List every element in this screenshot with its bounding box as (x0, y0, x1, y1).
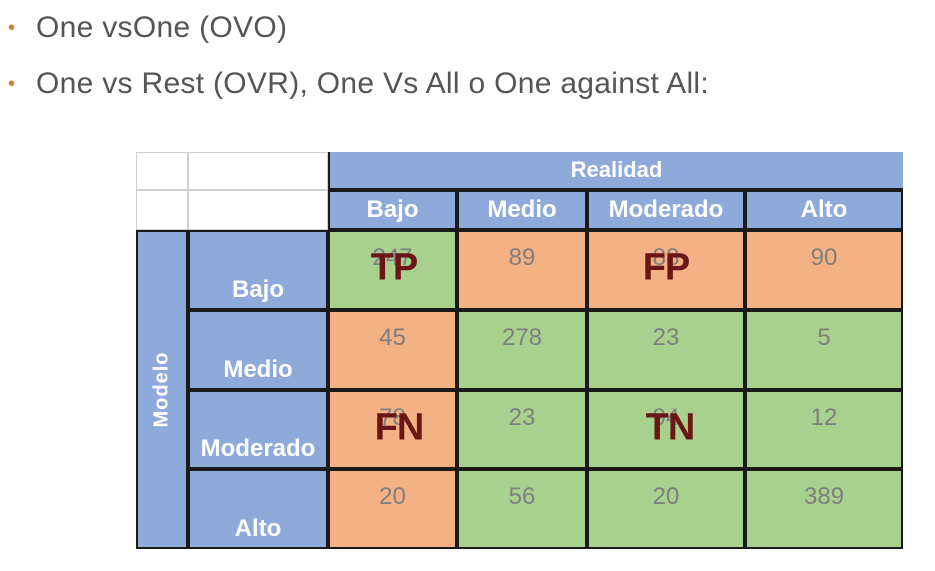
blank-cell (136, 190, 188, 230)
tp-overlay-label: TP (370, 246, 419, 289)
matrix-cell: 23 (457, 390, 587, 469)
blank-cell (188, 152, 328, 190)
matrix-cell: 20 (587, 469, 745, 549)
matrix-cell: 78 (328, 390, 457, 469)
row-header-alto: Alto (188, 469, 328, 549)
blank-cell (136, 152, 188, 190)
matrix-cell: 90 (745, 230, 903, 310)
matrix-cell: 278 (457, 310, 587, 390)
modelo-label: Modelo (150, 351, 173, 428)
realidad-header: Realidad (328, 152, 903, 190)
fp-overlay-label: FP (642, 246, 691, 289)
modelo-header: Modelo (136, 230, 188, 549)
blank-cell (188, 190, 328, 230)
matrix-cell: 56 (457, 469, 587, 549)
bullet-text: One vsOne (OVO) (36, 11, 288, 44)
matrix-cell: 45 (328, 310, 457, 390)
fn-overlay-label: FN (374, 406, 425, 449)
column-header-alto: Alto (745, 190, 903, 230)
matrix-cell: 12 (745, 390, 903, 469)
bullet-item-ovo: • One vsOne (OVO) (8, 8, 287, 48)
bullet-text: One vs Rest (OVR), One Vs All o One agai… (36, 67, 710, 100)
bullet-dot-icon: • (8, 72, 16, 95)
matrix-cell: 247 (328, 230, 457, 310)
matrix-cell: 23 (587, 310, 745, 390)
row-header-moderado: Moderado (188, 390, 328, 469)
matrix-cell: 20 (328, 469, 457, 549)
column-header-moderado: Moderado (587, 190, 745, 230)
column-header-bajo: Bajo (328, 190, 457, 230)
bullet-dot-icon: • (8, 16, 16, 39)
matrix-cell: 88 (587, 230, 745, 310)
column-header-medio: Medio (457, 190, 587, 230)
row-header-medio: Medio (188, 310, 328, 390)
tn-overlay-label: TN (645, 406, 696, 449)
bullet-item-ovr: • One vs Rest (OVR), One Vs All o One ag… (8, 64, 709, 104)
matrix-cell: 5 (745, 310, 903, 390)
matrix-cell: 389 (745, 469, 903, 549)
row-header-bajo: Bajo (188, 230, 328, 310)
matrix-cell: 94 (587, 390, 745, 469)
matrix-cell: 89 (457, 230, 587, 310)
